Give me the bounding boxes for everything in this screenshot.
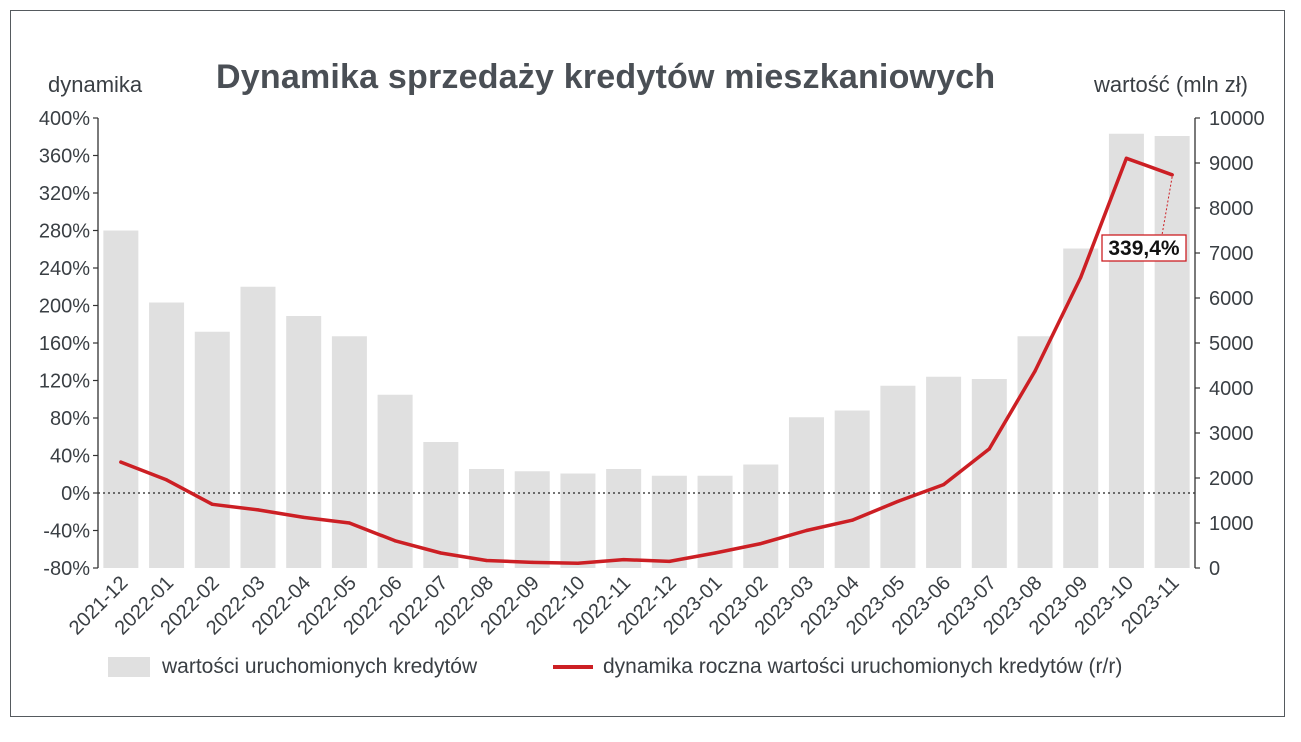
line-point-2022-01 xyxy=(164,478,169,482)
bar-2023-09 xyxy=(1063,248,1099,568)
right-tick-label: 3000 xyxy=(1209,423,1254,445)
bar-2022-05 xyxy=(331,336,367,568)
line-point-2023-03 xyxy=(804,528,809,533)
bar-2022-12 xyxy=(651,475,687,568)
line-point-2022-08 xyxy=(484,558,489,563)
left-tick-label: 160% xyxy=(39,333,90,355)
right-axis-title: wartość (mln zł) xyxy=(1094,72,1249,97)
left-tick-label: 200% xyxy=(39,296,90,318)
line-point-2023-04 xyxy=(850,518,854,522)
legend-item-bars: wartości uruchomionych kredytów xyxy=(108,652,477,682)
bar-2022-11 xyxy=(606,469,642,568)
legend-bar-swatch xyxy=(108,657,150,677)
right-tick-label: 1000 xyxy=(1209,513,1254,535)
line-point-2021-12 xyxy=(119,460,123,464)
line-point-2023-10 xyxy=(1124,156,1129,160)
left-tick-label: 360% xyxy=(39,146,90,168)
bar-2022-01 xyxy=(149,302,185,568)
left-tick-label: 120% xyxy=(39,371,90,393)
right-tick-label: 6000 xyxy=(1209,288,1254,310)
line-point-2022-02 xyxy=(210,502,214,506)
line-point-2023-02 xyxy=(759,542,763,546)
legend-item-line: dynamika roczna wartości uruchomionych k… xyxy=(553,652,1122,682)
bar-2023-10 xyxy=(1108,133,1144,568)
line-point-2022-10 xyxy=(576,561,580,565)
left-tick-label: 280% xyxy=(39,221,90,243)
right-tick-label: 7000 xyxy=(1209,243,1254,265)
line-point-2022-12 xyxy=(667,559,671,564)
right-tick-label: 0 xyxy=(1209,558,1220,580)
bar-2022-07 xyxy=(423,442,459,568)
right-tick-label: 9000 xyxy=(1209,153,1254,175)
line-point-2023-09 xyxy=(1079,275,1083,279)
right-tick-label: 2000 xyxy=(1209,468,1254,490)
annotation-box xyxy=(1101,234,1187,262)
left-tick-label: 320% xyxy=(39,183,90,205)
left-tick-label: 400% xyxy=(39,108,90,130)
bar-2022-02 xyxy=(194,331,230,568)
right-tick-label: 10000 xyxy=(1209,108,1265,130)
bar-2022-04 xyxy=(286,316,322,568)
line-point-2023-05 xyxy=(896,499,900,504)
bar-2023-02 xyxy=(743,464,779,568)
legend-line-swatch xyxy=(553,665,593,669)
left-tick-label: -80% xyxy=(43,558,90,580)
left-tick-label: 240% xyxy=(39,258,90,280)
left-axis-title: dynamika xyxy=(48,72,143,97)
bar-2022-08 xyxy=(469,469,505,568)
left-tick-label: -40% xyxy=(43,521,90,543)
line-point-2022-04 xyxy=(302,515,306,519)
right-tick-label: 4000 xyxy=(1209,378,1254,400)
line-point-2023-07 xyxy=(987,447,991,451)
dynamics-line xyxy=(119,156,1174,566)
bar-2023-05 xyxy=(880,385,916,568)
right-tick-label: 5000 xyxy=(1209,333,1254,355)
chart-title: Dynamika sprzedaży kredytów mieszkaniowy… xyxy=(216,58,996,96)
line-point-2022-05 xyxy=(347,521,351,525)
bar-2023-06 xyxy=(926,376,962,568)
line-point-2022-06 xyxy=(393,539,397,543)
line-point-2022-11 xyxy=(622,557,626,562)
bar-2021-12 xyxy=(103,230,139,568)
line-point-2023-08 xyxy=(1033,369,1037,373)
left-tick-label: 80% xyxy=(50,408,90,430)
left-tick-label: 40% xyxy=(50,446,90,468)
line-point-2022-03 xyxy=(256,508,260,512)
legend-bars-label: wartości uruchomionych kredytów xyxy=(162,655,478,678)
line-point-2023-06 xyxy=(942,482,946,487)
left-tick-label: 0% xyxy=(61,483,90,505)
line-point-2023-01 xyxy=(713,551,717,555)
bar-2023-04 xyxy=(834,410,870,568)
annotation-label: 339,4% xyxy=(1108,237,1180,260)
bar-2023-11 xyxy=(1154,136,1190,568)
line-point-2023-11 xyxy=(1170,173,1174,177)
legend-line-label: dynamika roczna wartości uruchomionych k… xyxy=(603,655,1123,678)
bar-2023-08 xyxy=(1017,336,1053,568)
right-tick-label: 8000 xyxy=(1209,198,1254,220)
line-point-2022-07 xyxy=(439,551,443,555)
annotation-leader-line xyxy=(1161,176,1173,236)
line-point-2022-09 xyxy=(530,560,534,564)
bar-2022-03 xyxy=(240,286,276,568)
bar-2022-10 xyxy=(560,473,596,568)
chart-frame xyxy=(10,10,1285,717)
bar-2023-07 xyxy=(971,379,1007,568)
bar-2022-09 xyxy=(514,471,550,568)
